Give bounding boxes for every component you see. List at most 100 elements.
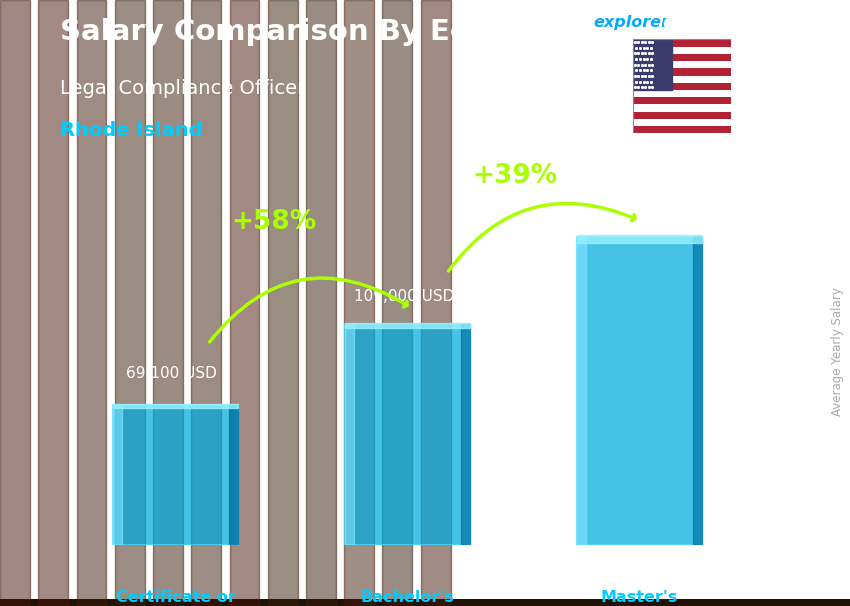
Bar: [0, 603, 850, 606]
Bar: [0, 601, 850, 604]
Bar: [0, 602, 850, 605]
Bar: [0, 602, 850, 605]
Bar: [0, 603, 850, 606]
Bar: [0, 602, 850, 605]
Bar: [0, 602, 850, 605]
Bar: [0, 603, 850, 606]
Bar: [0, 601, 850, 604]
Bar: [0, 602, 850, 605]
Bar: [0, 602, 850, 605]
Bar: [0, 601, 850, 604]
Bar: [0, 602, 850, 605]
Bar: [0, 601, 850, 604]
Bar: [0, 600, 850, 603]
Bar: [0, 601, 850, 604]
Bar: [0, 600, 850, 603]
Bar: [0, 601, 850, 604]
Bar: [344, 0, 374, 606]
Bar: [633, 83, 731, 90]
Text: Legal Compliance Officer: Legal Compliance Officer: [60, 79, 305, 98]
Bar: [0, 601, 850, 604]
Bar: [0, 603, 850, 606]
Bar: [633, 90, 731, 97]
Bar: [0, 602, 850, 605]
Bar: [462, 324, 470, 545]
Bar: [0, 600, 850, 603]
Text: +58%: +58%: [231, 210, 316, 236]
Bar: [0, 601, 850, 604]
FancyArrowPatch shape: [210, 278, 407, 342]
Bar: [0, 601, 850, 604]
Bar: [577, 237, 586, 545]
Bar: [0, 601, 850, 604]
Bar: [0, 600, 850, 603]
Bar: [0, 602, 850, 605]
Bar: [0, 601, 850, 604]
Bar: [0, 603, 850, 606]
Bar: [0, 601, 850, 604]
Bar: [0, 602, 850, 605]
Bar: [0, 601, 850, 604]
Bar: [0, 601, 850, 604]
Bar: [0, 602, 850, 605]
Bar: [0, 601, 850, 604]
Bar: [0, 601, 850, 604]
Bar: [306, 0, 336, 606]
Bar: [0, 601, 850, 604]
Bar: [0, 602, 850, 605]
Bar: [0, 601, 850, 604]
Bar: [0, 602, 850, 605]
Bar: [0, 603, 850, 606]
Bar: [0, 602, 850, 605]
Bar: [0, 600, 850, 603]
Bar: [0, 601, 850, 604]
Bar: [0, 601, 850, 604]
Bar: [0, 601, 850, 604]
Bar: [633, 54, 731, 61]
Bar: [345, 323, 470, 328]
Bar: [633, 39, 672, 90]
Bar: [0, 602, 850, 605]
Bar: [0, 603, 850, 606]
Bar: [0, 0, 30, 606]
Bar: [0, 603, 850, 606]
Bar: [0, 601, 850, 604]
Bar: [0, 601, 850, 604]
Bar: [0, 601, 850, 604]
Bar: [153, 0, 183, 606]
Bar: [0, 601, 850, 604]
Bar: [0, 601, 850, 604]
Bar: [0, 602, 850, 605]
Bar: [0, 601, 850, 604]
Bar: [0, 602, 850, 605]
Bar: [0, 601, 850, 604]
Bar: [0, 602, 850, 605]
Bar: [0, 601, 850, 604]
Bar: [0, 602, 850, 605]
Bar: [0, 601, 850, 604]
Bar: [0, 602, 850, 605]
Bar: [0, 601, 850, 604]
Bar: [0, 602, 850, 605]
Bar: [0, 603, 850, 606]
Bar: [0, 601, 850, 604]
Bar: [345, 324, 354, 545]
Bar: [0, 602, 850, 605]
Bar: [0, 601, 850, 604]
Bar: [0, 601, 850, 604]
Bar: [0, 602, 850, 605]
Bar: [0, 602, 850, 605]
Bar: [0, 602, 850, 605]
Bar: [0, 603, 850, 606]
Bar: [0, 602, 850, 605]
FancyBboxPatch shape: [345, 324, 470, 545]
Bar: [633, 76, 731, 83]
Text: 152,000 USD: 152,000 USD: [589, 201, 689, 216]
Bar: [268, 0, 298, 606]
Bar: [0, 602, 850, 605]
Bar: [0, 601, 850, 604]
Bar: [0, 603, 850, 606]
Text: salary: salary: [540, 15, 594, 30]
Bar: [0, 601, 850, 604]
Bar: [0, 602, 850, 605]
